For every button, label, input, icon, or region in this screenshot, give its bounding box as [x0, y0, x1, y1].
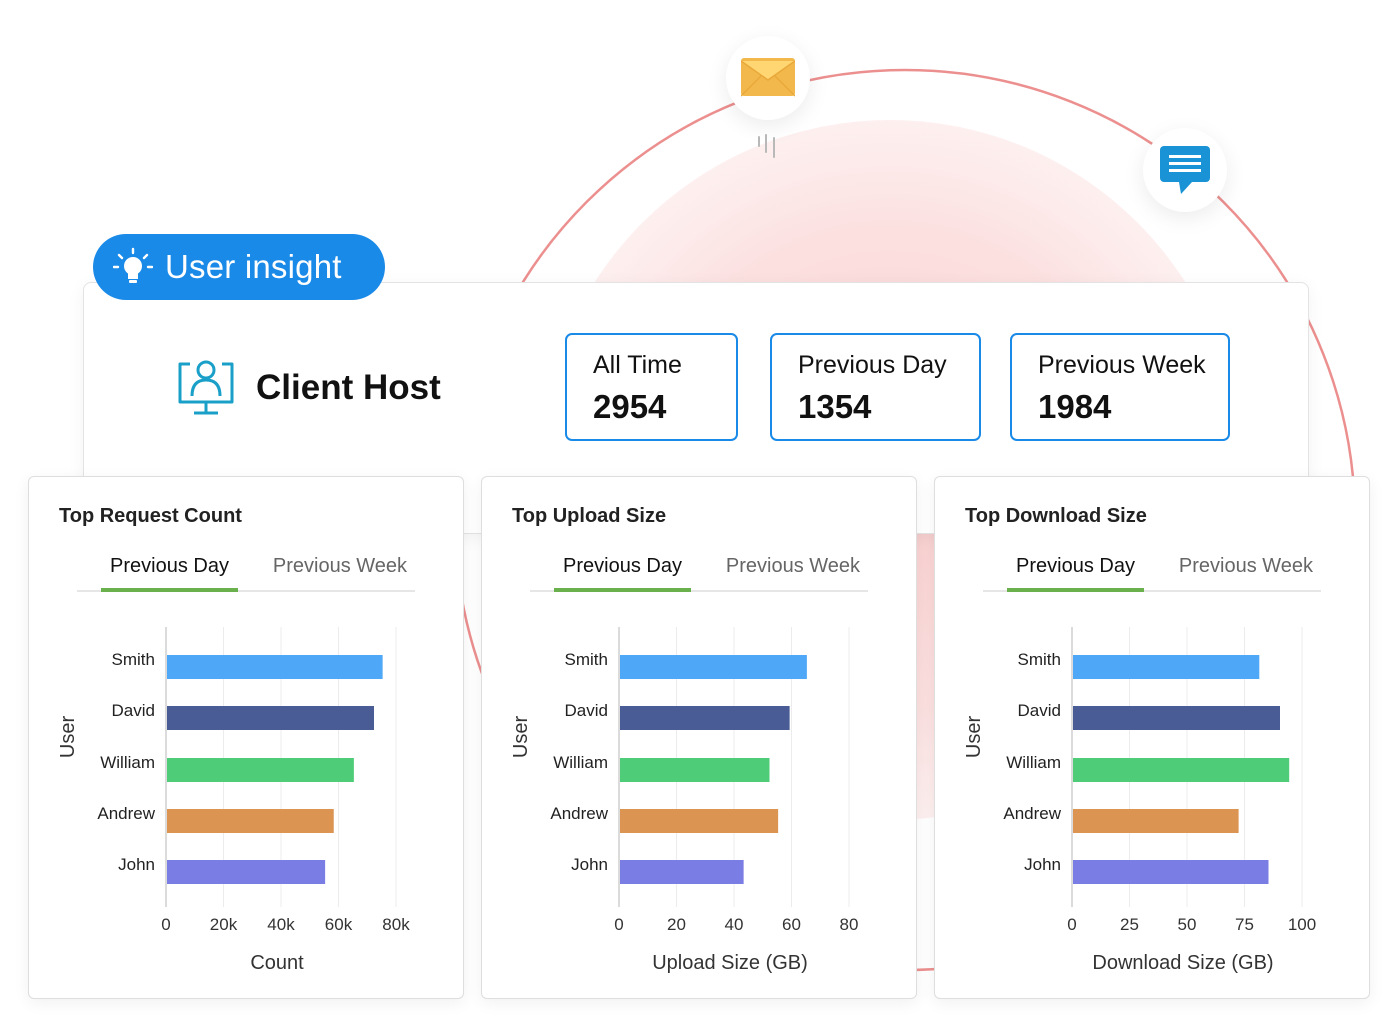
active-tab-indicator — [1007, 588, 1144, 592]
tab-previous-week[interactable]: Previous Week — [725, 555, 861, 577]
tab-divider — [530, 590, 868, 592]
host-title: Client Host — [176, 356, 441, 420]
y-tick-label: David — [1018, 701, 1061, 720]
bar-andrew — [620, 809, 779, 833]
bar-david — [1073, 706, 1280, 730]
bar-william — [167, 758, 354, 782]
y-axis-label: User — [963, 716, 985, 759]
stat-value: 2954 — [593, 388, 667, 425]
tab-divider — [983, 590, 1321, 592]
y-axis-label: User — [510, 716, 532, 759]
chat-icon — [1160, 146, 1210, 194]
x-tick-label: 0 — [614, 915, 623, 934]
tab-previous-day[interactable]: Previous Day — [110, 555, 229, 577]
chart-card-request-count: Top Request Count Previous Day Previous … — [28, 476, 464, 999]
chart-title: Top Upload Size — [512, 505, 667, 527]
x-tick-label: 75 — [1235, 915, 1254, 934]
badge-label: User insight — [165, 248, 342, 285]
lightbulb-icon — [113, 247, 153, 287]
x-tick-label: 25 — [1120, 915, 1139, 934]
y-tick-label: Andrew — [1003, 804, 1061, 823]
bar-chart: 0 20 40 60 80 Smith David William Andrew John Uplo… — [510, 627, 859, 974]
user-insight-badge: User insight — [93, 234, 385, 300]
tab-previous-day[interactable]: Previous Day — [563, 555, 682, 577]
motion-lines — [758, 134, 775, 158]
x-tick-label: 60k — [325, 915, 353, 934]
stat-label: All Time — [593, 351, 682, 379]
x-tick-label: 80k — [382, 915, 410, 934]
bar-smith — [1073, 655, 1260, 679]
bar-david — [167, 706, 374, 730]
y-tick-label: John — [118, 855, 155, 874]
stat-label: Previous Week — [1038, 351, 1206, 379]
x-tick-label: 60 — [782, 915, 801, 934]
bar-chart: 0 20k 40k 60k 80k Smith David William Andrew John… — [57, 627, 410, 974]
y-tick-label: William — [100, 753, 155, 772]
tab-divider — [77, 590, 415, 592]
y-tick-label: John — [571, 855, 608, 874]
chart-title: Top Download Size — [965, 505, 1147, 527]
x-tick-label: 40 — [725, 915, 744, 934]
y-tick-label: Andrew — [550, 804, 608, 823]
chat-bubble — [1143, 128, 1227, 212]
chart-title: Top Request Count — [59, 505, 242, 527]
bar-smith — [620, 655, 807, 679]
bar-andrew — [1073, 809, 1239, 833]
x-tick-label: 80 — [840, 915, 859, 934]
host-name: Client Host — [256, 368, 441, 407]
bar-william — [1073, 758, 1290, 782]
y-tick-label: Smith — [112, 650, 155, 669]
stat-all-time: All Time 2954 — [565, 333, 738, 441]
x-tick-label: 100 — [1288, 915, 1316, 934]
x-axis-label: Count — [250, 952, 304, 974]
x-tick-label: 40k — [267, 915, 295, 934]
monitor-user-icon — [178, 360, 234, 415]
active-tab-indicator — [554, 588, 691, 592]
y-tick-label: William — [1006, 753, 1061, 772]
bar-david — [620, 706, 790, 730]
active-tab-indicator — [101, 588, 238, 592]
x-tick-label: 0 — [1067, 915, 1076, 934]
tab-previous-week[interactable]: Previous Week — [1178, 555, 1314, 577]
tab-previous-day[interactable]: Previous Day — [1016, 555, 1135, 577]
stat-previous-week: Previous Week 1984 — [1010, 333, 1230, 441]
mail-bubble — [726, 36, 810, 120]
bar-andrew — [167, 809, 334, 833]
bar-john — [1073, 860, 1269, 884]
bar-smith — [167, 655, 383, 679]
x-tick-label: 50 — [1178, 915, 1197, 934]
x-axis-label: Upload Size (GB) — [652, 952, 808, 974]
bar-chart: 0 25 50 75 100 Smith David William Andrew John Dow… — [963, 627, 1316, 974]
stat-previous-day: Previous Day 1354 — [770, 333, 981, 441]
x-tick-label: 0 — [161, 915, 170, 934]
tab-previous-week[interactable]: Previous Week — [272, 555, 408, 577]
y-tick-label: John — [1024, 855, 1061, 874]
y-tick-label: David — [112, 701, 155, 720]
y-tick-label: Smith — [1018, 650, 1061, 669]
bar-william — [620, 758, 770, 782]
chart-card-upload-size: Top Upload Size Previous Day Previous We… — [481, 476, 917, 999]
x-tick-label: 20k — [210, 915, 238, 934]
x-tick-label: 20 — [667, 915, 686, 934]
stat-value: 1354 — [798, 388, 872, 425]
y-tick-label: Andrew — [97, 804, 155, 823]
y-tick-label: Smith — [565, 650, 608, 669]
stat-label: Previous Day — [798, 351, 947, 379]
x-axis-label: Download Size (GB) — [1092, 952, 1273, 974]
mail-icon — [741, 58, 795, 97]
y-tick-label: William — [553, 753, 608, 772]
chart-card-download-size: Top Download Size Previous Day Previous … — [934, 476, 1370, 999]
bar-john — [167, 860, 326, 884]
stat-value: 1984 — [1038, 388, 1112, 425]
y-axis-label: User — [57, 716, 79, 759]
y-tick-label: David — [565, 701, 608, 720]
bar-john — [620, 860, 744, 884]
